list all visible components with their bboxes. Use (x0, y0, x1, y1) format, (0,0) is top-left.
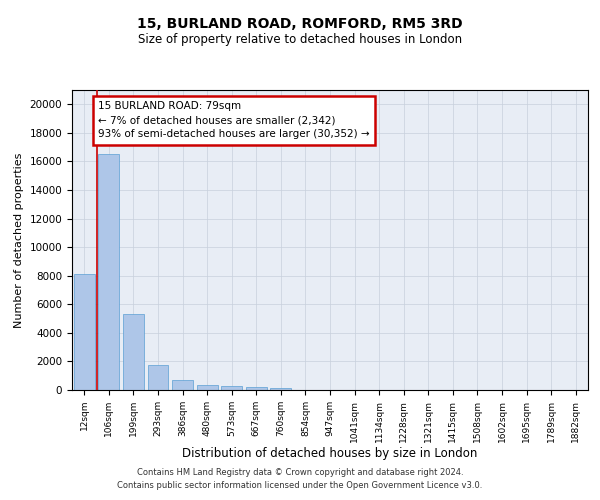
Text: 15, BURLAND ROAD, ROMFORD, RM5 3RD: 15, BURLAND ROAD, ROMFORD, RM5 3RD (137, 18, 463, 32)
Y-axis label: Number of detached properties: Number of detached properties (14, 152, 24, 328)
Bar (246, 387, 267, 390)
Text: 15 BURLAND ROAD: 79sqm
← 7% of detached houses are smaller (2,342)
93% of semi-d: 15 BURLAND ROAD: 79sqm ← 7% of detached … (98, 102, 370, 140)
Bar (172, 380, 193, 390)
Text: Contains HM Land Registry data © Crown copyright and database right 2024.: Contains HM Land Registry data © Crown c… (137, 468, 463, 477)
Bar (74, 274, 95, 390)
Text: Contains public sector information licensed under the Open Government Licence v3: Contains public sector information licen… (118, 480, 482, 490)
X-axis label: Distribution of detached houses by size in London: Distribution of detached houses by size … (182, 448, 478, 460)
Text: Size of property relative to detached houses in London: Size of property relative to detached ho… (138, 32, 462, 46)
Bar (197, 384, 218, 390)
Bar (271, 388, 292, 390)
Bar (148, 365, 169, 390)
Bar (221, 386, 242, 390)
Bar (98, 154, 119, 390)
Bar (123, 314, 144, 390)
